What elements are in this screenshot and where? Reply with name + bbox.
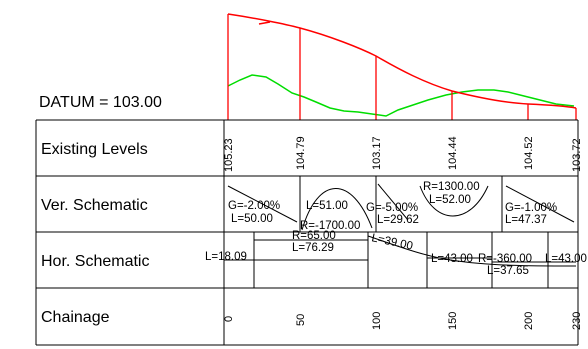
hor-curve2-length: L=37.65 [487,265,529,277]
hor-curve2-radius: R=-360.00 [478,253,532,265]
existing-levels-row: 105.23 104.79 103.17 104.44 104.52 103.7… [223,136,583,172]
chainage-tick: 150 [447,312,459,330]
level-value: 105.23 [223,138,235,172]
hor-curve1-radius: R=65.00 [292,230,336,242]
hor-schematic-row: L=18.09 R=65.00 L=76.29 L=39.00 L=43.00 … [205,230,587,288]
hor-spiral-length: L=39.00 [370,232,413,252]
chainage-tick: 50 [295,314,307,326]
level-value: 103.72 [571,138,583,172]
chainage-tick: 0 [223,316,235,322]
ver-seg2-length: L=29.62 [377,214,419,226]
ver-seg1-length: L=50.00 [231,213,273,225]
chainage-row: 0 50 100 150 200 230 [223,312,583,330]
level-value: 103.17 [371,136,383,170]
profile-area: DATUM = 103.00 [39,13,577,120]
ver-seg3-length: L=47.37 [505,214,547,226]
ver-seg2-grade: G=-5.00% [366,202,418,214]
chainage-tick: 230 [571,312,583,330]
row-label-chainage: Chainage [41,309,110,326]
chainage-tick: 100 [371,312,383,330]
chainage-tick: 200 [523,312,535,330]
row-label-ver-schematic: Ver. Schematic [41,197,148,214]
level-value: 104.79 [295,136,307,170]
profile-tick-mark [258,21,271,25]
ver-curve2-length: L=52.00 [429,194,471,206]
row-label-hor-schematic: Hor. Schematic [41,253,149,270]
row-labels: Existing Levels Ver. Schematic Hor. Sche… [41,141,149,326]
hor-tangent-length: L=43.00 [431,253,473,265]
hor-start-length: L=18.09 [205,251,247,263]
ver-curve1-length: L=51.00 [306,200,348,212]
datum-label: DATUM = 103.00 [39,94,162,111]
hor-curve1-length: L=76.29 [292,242,334,254]
row-label-existing-levels: Existing Levels [41,141,148,158]
level-value: 104.44 [447,136,459,170]
level-value: 104.52 [523,136,535,170]
hor-end-length: L=43.00 [545,253,587,265]
data-band-grid [35,119,579,346]
existing-ground-line [227,74,575,117]
ver-seg1-grade: G=-2.00% [228,200,280,212]
ver-schematic-row: G=-2.00% L=50.00 L=51.00 R=-1700.00 G=-5… [227,176,575,232]
design-profile-line [227,13,577,109]
ver-seg3-grade: G=-1.00% [505,202,557,214]
ver-curve1-radius: R=-1700.00 [300,220,360,232]
ver-curve2-radius: R=1300.00 [423,181,480,193]
